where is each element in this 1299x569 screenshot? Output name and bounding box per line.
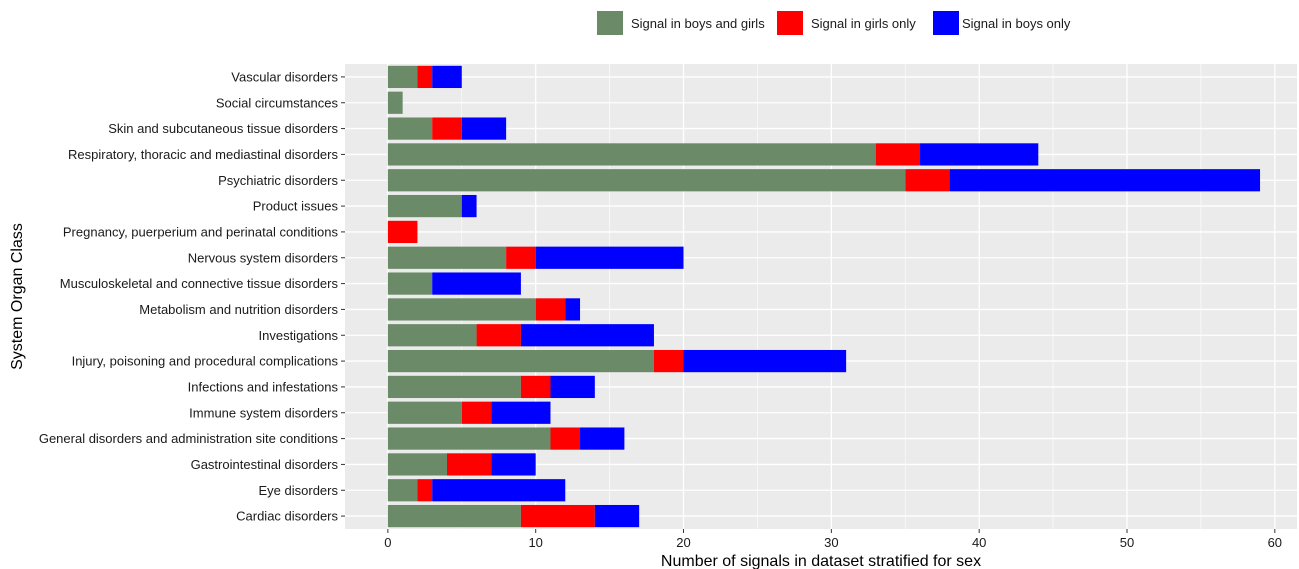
x-tick-labels: 0 10 20 30 40 50 60 [384,529,1282,550]
legend-label: Signal in boys only [962,16,1071,31]
bar-segment [387,504,521,528]
category-label: Vascular disorders [231,69,338,84]
bar-segment [520,504,595,528]
legend-key [933,11,959,35]
bar-segment [417,65,433,89]
bar-segment [387,246,507,269]
bar-segment [535,246,684,269]
legend: Signal in boys and girls Signal in girls … [597,11,1071,35]
bar-segment [432,272,521,295]
category-labels: Vascular disorders Social circumstances Sk… [39,69,345,524]
bar-segment [491,401,551,424]
bar-segment [387,65,418,89]
x-tick-label: 10 [528,535,542,550]
bar-segment [432,65,462,89]
bar-segment [653,349,684,373]
category-label: General disorders and administration sit… [39,431,339,446]
bar-segment [491,453,536,476]
bar-segment [387,220,418,244]
category-label: Investigations [259,328,339,343]
bar-segment [461,194,477,218]
bar-segment [387,349,654,373]
bar-segment [387,169,906,192]
plot-panel [345,64,1297,529]
bar-segment [461,401,492,424]
bar-segment [565,298,581,321]
x-tick-label: 20 [676,535,690,550]
bar-segment [506,246,536,269]
bar-segment [387,427,551,450]
bar-segment [875,143,921,166]
bar-segment [580,427,625,450]
category-label: Injury, poisoning and procedural complic… [72,354,339,369]
category-label: Nervous system disorders [188,250,339,265]
x-tick-label: 60 [1268,535,1282,550]
x-axis-title: Number of signals in dataset stratified … [661,553,981,569]
bar-segment [550,427,581,450]
bar-segment [432,479,566,502]
legend-label: Signal in boys and girls [631,16,765,31]
category-label: Musculoskeletal and connective tissue di… [60,276,339,291]
bar-segment [432,117,462,140]
x-tick-label: 0 [384,535,391,550]
bar-segment [387,324,477,347]
x-tick-label: 50 [1120,535,1134,550]
bar-segment [535,298,566,321]
bar-segment [520,375,551,399]
bar-segment [683,349,847,373]
category-label: Metabolism and nutrition disorders [139,302,338,317]
bar-segment [905,169,950,192]
bar-segment [387,143,876,166]
bar-segment [949,169,1261,192]
category-label: Eye disorders [259,483,339,498]
category-label: Psychiatric disorders [218,173,338,188]
bar-segment [920,143,1039,166]
x-tick-label: 40 [972,535,986,550]
category-label: Infections and infestations [188,379,339,394]
bar-segment [387,401,462,424]
category-label: Product issues [253,199,339,214]
bar-segment [476,324,521,347]
bar-segment [447,453,492,476]
bar-segment [387,298,536,321]
category-label: Immune system disorders [189,405,338,420]
category-label: Gastrointestinal disorders [191,457,339,472]
bar-segment [387,272,433,295]
category-label: Respiratory, thoracic and mediastinal di… [68,147,338,162]
bar-segment [387,375,521,399]
bar-segment [461,117,507,140]
bar-segment [387,194,462,218]
bars [387,65,1261,528]
bar-segment [387,117,433,140]
legend-key [597,11,623,35]
legend-key [777,11,803,35]
legend-label: Signal in girls only [811,16,916,31]
x-tick-label: 30 [824,535,838,550]
category-label: Skin and subcutaneous tissue disorders [108,121,338,136]
category-label: Cardiac disorders [236,509,338,524]
category-label: Pregnancy, puerperium and perinatal cond… [63,224,339,239]
bar-segment [594,504,640,528]
bar-segment [387,453,447,476]
y-axis-title: System Organ Class [9,223,26,370]
gridlines [345,64,1297,529]
category-label: Social circumstances [216,95,339,110]
bar-segment [550,375,595,399]
bar-segment [417,479,433,502]
bar-segment [387,91,403,114]
bar-segment [520,324,654,347]
bar-segment [387,479,418,502]
